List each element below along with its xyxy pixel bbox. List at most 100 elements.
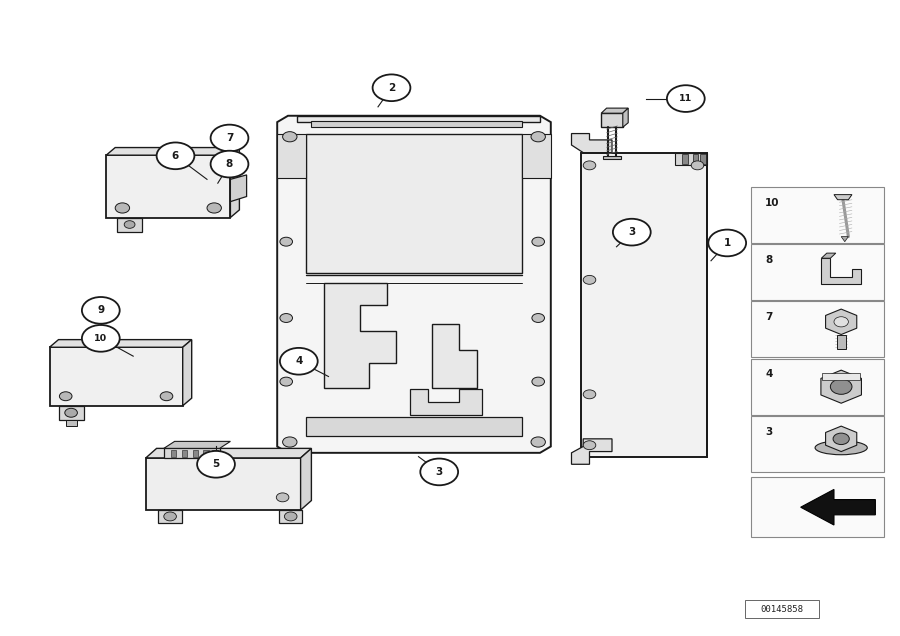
Text: 10: 10	[94, 334, 107, 343]
Polygon shape	[117, 218, 142, 232]
Circle shape	[583, 161, 596, 170]
Ellipse shape	[815, 441, 868, 455]
Text: 8: 8	[765, 255, 772, 265]
Polygon shape	[50, 347, 183, 406]
Polygon shape	[164, 448, 220, 458]
Text: 00145858: 00145858	[760, 605, 804, 614]
Polygon shape	[277, 134, 306, 178]
Polygon shape	[751, 416, 884, 472]
Polygon shape	[572, 134, 612, 153]
Circle shape	[531, 132, 545, 142]
Polygon shape	[230, 175, 247, 202]
Polygon shape	[822, 253, 836, 258]
Polygon shape	[212, 450, 218, 457]
Circle shape	[276, 493, 289, 502]
Text: 3: 3	[628, 227, 635, 237]
Circle shape	[160, 392, 173, 401]
Circle shape	[613, 219, 651, 245]
Text: 7: 7	[765, 312, 772, 322]
Circle shape	[691, 161, 704, 170]
Polygon shape	[171, 450, 176, 457]
Polygon shape	[146, 458, 301, 510]
Polygon shape	[751, 244, 884, 300]
Text: 9: 9	[97, 305, 104, 315]
Circle shape	[82, 297, 120, 324]
Polygon shape	[182, 450, 187, 457]
Circle shape	[831, 379, 852, 394]
Polygon shape	[700, 154, 706, 164]
Polygon shape	[410, 389, 482, 415]
Polygon shape	[164, 441, 230, 448]
Polygon shape	[183, 340, 192, 406]
Circle shape	[124, 221, 135, 228]
Polygon shape	[66, 420, 77, 426]
Circle shape	[833, 433, 850, 445]
Polygon shape	[50, 340, 192, 347]
Text: 2: 2	[388, 83, 395, 93]
Circle shape	[708, 230, 746, 256]
Polygon shape	[58, 406, 84, 420]
Circle shape	[164, 512, 176, 521]
Text: 5: 5	[212, 459, 220, 469]
Circle shape	[667, 85, 705, 112]
Circle shape	[280, 314, 292, 322]
Circle shape	[197, 451, 235, 478]
Polygon shape	[675, 153, 706, 165]
Circle shape	[420, 459, 458, 485]
Polygon shape	[522, 134, 551, 178]
Polygon shape	[580, 153, 706, 457]
Polygon shape	[432, 324, 477, 388]
Polygon shape	[324, 283, 396, 388]
Polygon shape	[682, 154, 688, 164]
Polygon shape	[203, 450, 209, 457]
Polygon shape	[751, 301, 884, 357]
Circle shape	[157, 142, 194, 169]
Polygon shape	[310, 121, 522, 127]
Polygon shape	[834, 195, 852, 200]
Polygon shape	[837, 335, 846, 349]
Circle shape	[583, 441, 596, 450]
Polygon shape	[603, 156, 621, 159]
Polygon shape	[842, 237, 849, 242]
Polygon shape	[301, 448, 311, 510]
Text: 1: 1	[724, 238, 731, 248]
Text: 10: 10	[765, 198, 779, 208]
Polygon shape	[277, 116, 551, 453]
Polygon shape	[297, 116, 540, 122]
Polygon shape	[822, 258, 861, 284]
Text: 7: 7	[226, 133, 233, 143]
Text: 11: 11	[680, 94, 692, 103]
Polygon shape	[106, 148, 239, 155]
Circle shape	[373, 74, 410, 101]
Circle shape	[531, 437, 545, 447]
Circle shape	[59, 392, 72, 401]
Circle shape	[280, 377, 292, 386]
Circle shape	[115, 203, 130, 213]
Polygon shape	[693, 154, 698, 164]
Polygon shape	[306, 134, 522, 273]
Text: 8: 8	[226, 159, 233, 169]
Polygon shape	[751, 477, 884, 537]
Polygon shape	[158, 510, 182, 523]
Polygon shape	[193, 450, 198, 457]
Circle shape	[834, 317, 849, 327]
Circle shape	[532, 314, 544, 322]
Circle shape	[283, 132, 297, 142]
Polygon shape	[801, 490, 876, 525]
Circle shape	[211, 125, 248, 151]
Polygon shape	[751, 359, 884, 415]
Polygon shape	[601, 108, 628, 113]
Polygon shape	[751, 187, 884, 243]
Circle shape	[284, 512, 297, 521]
Text: 4: 4	[295, 356, 302, 366]
Text: 6: 6	[172, 151, 179, 161]
Polygon shape	[146, 448, 311, 458]
Circle shape	[532, 237, 544, 246]
Polygon shape	[601, 113, 623, 127]
Polygon shape	[823, 373, 860, 380]
Polygon shape	[745, 600, 819, 618]
Polygon shape	[279, 510, 302, 523]
Polygon shape	[825, 309, 857, 335]
Circle shape	[583, 390, 596, 399]
Text: 3: 3	[765, 427, 772, 437]
